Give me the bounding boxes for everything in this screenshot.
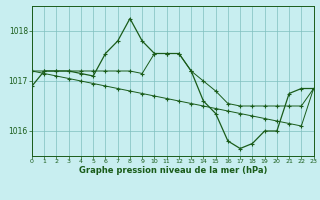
X-axis label: Graphe pression niveau de la mer (hPa): Graphe pression niveau de la mer (hPa) xyxy=(79,166,267,175)
